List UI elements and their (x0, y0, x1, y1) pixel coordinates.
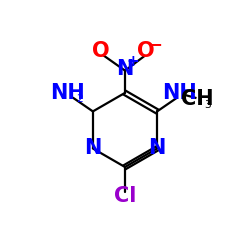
Text: $_2$: $_2$ (76, 90, 84, 105)
Text: O: O (137, 41, 155, 61)
Text: N: N (148, 138, 166, 158)
Text: CH: CH (181, 89, 214, 109)
Text: −: − (148, 35, 162, 53)
Text: +: + (126, 54, 139, 69)
Text: NH: NH (162, 83, 197, 103)
Text: Cl: Cl (114, 186, 136, 206)
Text: N: N (116, 59, 134, 79)
Text: $_3$: $_3$ (204, 96, 212, 111)
Text: O: O (92, 41, 110, 61)
Text: NH: NH (50, 83, 85, 103)
Text: N: N (84, 138, 102, 158)
